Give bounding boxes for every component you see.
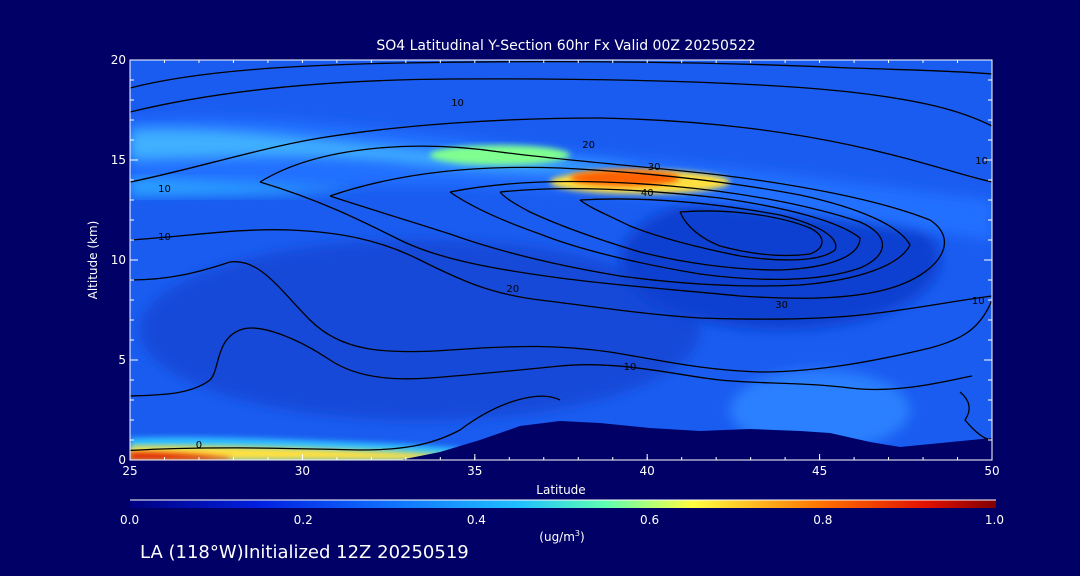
contour-label: 40 <box>641 188 654 199</box>
colorbar-ticks: 0.0 0.2 0.4 0.6 0.8 1.0 <box>120 513 1004 527</box>
colorbar-tick-label: 0.6 <box>640 513 659 527</box>
x-tick-label: 35 <box>467 464 482 478</box>
y-tick-label: 15 <box>111 153 126 167</box>
x-axis-ticks: 25 30 35 40 45 50 <box>122 60 1000 478</box>
contour-label: 10 <box>158 184 171 195</box>
contour-label: 10 <box>624 362 637 373</box>
colorbar <box>130 500 996 508</box>
contour-label: 0 <box>196 440 202 451</box>
colorbar-tick-label: 0.4 <box>467 513 486 527</box>
y-tick-label: 20 <box>111 53 126 67</box>
initialization-footer: LA (118°W)Initialized 12Z 20250519 <box>140 542 469 563</box>
contour-label: 10 <box>975 156 988 167</box>
x-tick-label: 25 <box>122 464 137 478</box>
contour-label: 10 <box>451 98 464 109</box>
x-tick-label: 30 <box>295 464 310 478</box>
y-axis-label: Altitude (km) <box>86 221 100 300</box>
contour-label: 10 <box>972 296 985 307</box>
y-tick-label: 0 <box>118 453 126 467</box>
chart-title: SO4 Latitudinal Y-Section 60hr Fx Valid … <box>376 38 755 54</box>
concentration-field <box>130 60 992 460</box>
contour-label: 20 <box>582 140 595 151</box>
contour-label: 10 <box>158 232 171 243</box>
contour-lines <box>130 60 992 452</box>
y-axis-ticks: 0 5 10 15 20 <box>111 53 992 467</box>
x-tick-label: 50 <box>984 464 999 478</box>
colorbar-tick-label: 0.0 <box>120 513 139 527</box>
y-tick-label: 10 <box>111 253 126 267</box>
contour-labels: 0 10 10 10 20 30 40 20 30 10 10 10 <box>158 98 988 451</box>
colorbar-unit-label: (ug/m3) <box>539 529 584 544</box>
colorbar-tick-label: 0.2 <box>294 513 313 527</box>
x-tick-label: 45 <box>812 464 827 478</box>
x-tick-label: 40 <box>640 464 655 478</box>
contour-label: 20 <box>506 284 519 295</box>
colorbar-tick-label: 1.0 <box>985 513 1004 527</box>
contour-label: 30 <box>648 162 661 173</box>
x-axis-label: Latitude <box>536 483 585 497</box>
y-tick-label: 5 <box>118 353 126 367</box>
colorbar-tick-label: 0.8 <box>813 513 832 527</box>
contour-label: 30 <box>775 300 788 311</box>
